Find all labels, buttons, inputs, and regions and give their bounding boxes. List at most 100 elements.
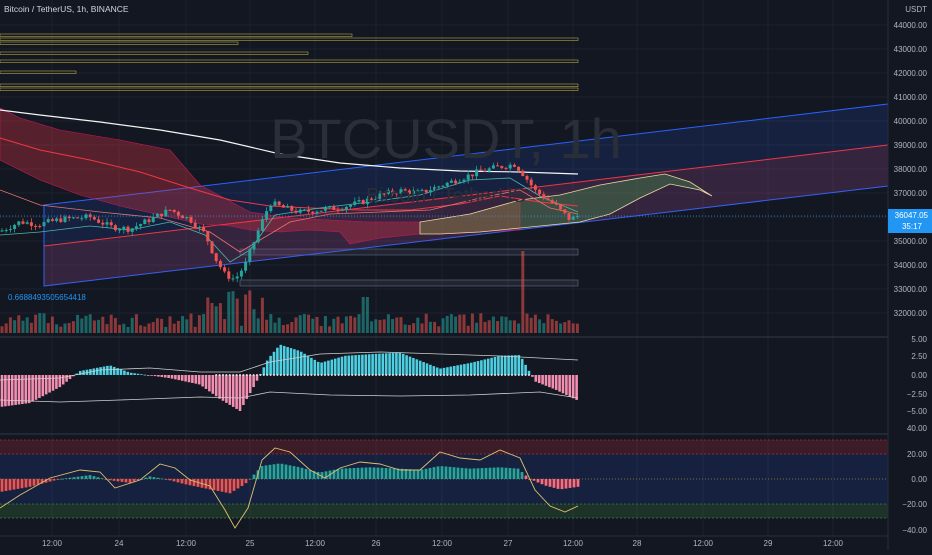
candle[interactable] [361,200,365,205]
candle[interactable] [298,209,302,213]
candle[interactable] [42,222,46,227]
candle[interactable] [563,209,567,214]
candle[interactable] [525,175,529,180]
candle[interactable] [315,211,319,214]
candle[interactable] [307,209,311,212]
candle[interactable] [458,181,462,184]
candle[interactable] [424,189,428,193]
candle[interactable] [496,165,500,167]
candle[interactable] [475,169,479,177]
candle[interactable] [302,209,306,211]
candle[interactable] [164,209,168,217]
candle[interactable] [319,210,323,212]
candle[interactable] [353,201,357,205]
candle[interactable] [428,190,432,193]
candle[interactable] [374,199,378,201]
level-box[interactable] [0,70,77,74]
candle[interactable] [101,222,105,225]
candle[interactable] [441,185,445,187]
candle[interactable] [202,226,206,232]
candle[interactable] [454,180,458,184]
candle[interactable] [538,189,542,195]
candle[interactable] [269,205,273,212]
candle[interactable] [437,186,441,188]
candle[interactable] [143,219,147,225]
candle[interactable] [571,216,575,220]
candle[interactable] [59,218,63,222]
candle[interactable] [550,200,554,204]
candle[interactable] [529,179,533,186]
candle[interactable] [223,267,227,272]
candle[interactable] [395,193,399,195]
candle[interactable] [340,209,344,211]
candle[interactable] [559,204,563,210]
candle[interactable] [84,214,88,219]
candle[interactable] [323,207,327,211]
candle[interactable] [4,230,8,232]
candle[interactable] [185,217,189,219]
candle[interactable] [34,225,38,227]
candle[interactable] [533,185,537,190]
candle[interactable] [92,217,96,220]
macd-axis[interactable]: 5.00 2.50 0.00 −2.50 −5.00 [907,335,928,416]
level-box[interactable] [0,87,579,91]
candle[interactable] [21,221,25,224]
candle[interactable] [277,201,281,206]
candlesticks[interactable] [0,162,579,283]
candle[interactable] [239,270,243,277]
candle[interactable] [139,224,143,227]
candle[interactable] [126,226,130,232]
candle[interactable] [399,189,403,194]
candle[interactable] [109,222,113,226]
candle[interactable] [260,219,264,231]
candle[interactable] [273,201,277,206]
candle[interactable] [391,190,395,194]
candle[interactable] [235,276,239,279]
candle[interactable] [76,217,80,219]
candle[interactable] [265,211,269,220]
candle[interactable] [349,204,353,207]
candle[interactable] [105,222,109,225]
candle[interactable] [206,231,210,242]
level-box[interactable] [0,41,239,45]
oscillator-axis[interactable]: 40.00 20.00 0.00 −20.00 −40.00 [902,424,927,535]
candle[interactable] [290,206,294,211]
candle[interactable] [281,205,285,208]
candle[interactable] [286,206,290,208]
horizontal-levels[interactable] [0,33,579,287]
candle[interactable] [517,166,521,171]
macd-histogram[interactable] [0,344,578,411]
candle[interactable] [554,203,558,205]
candle[interactable] [38,226,42,228]
candle[interactable] [8,229,12,231]
candle[interactable] [512,164,516,167]
time-axis[interactable]: 12:00 24 12:00 25 12:00 26 12:00 27 12:00 28 12:00… [42,539,844,548]
candle[interactable] [487,168,491,172]
oscillator-histogram[interactable] [0,463,580,494]
candle[interactable] [67,216,71,219]
candle[interactable] [567,213,571,220]
candle[interactable] [466,174,470,180]
candle[interactable] [294,210,298,213]
candle[interactable] [50,219,54,221]
candle[interactable] [71,217,75,219]
candle[interactable] [311,211,315,214]
candle[interactable] [189,217,193,223]
candle[interactable] [491,165,495,169]
price-axis[interactable]: 44000.00 43000.00 42000.00 41000.00 40000.00… [894,21,928,318]
candle[interactable] [218,261,222,268]
candle[interactable] [445,182,449,186]
candle[interactable] [386,190,390,194]
candle[interactable] [542,194,546,199]
candle[interactable] [504,167,508,169]
candle[interactable] [462,179,466,182]
candle[interactable] [508,164,512,169]
candle[interactable] [0,230,4,232]
candle[interactable] [416,190,420,192]
candle[interactable] [151,216,155,223]
candle[interactable] [449,180,453,183]
candle[interactable] [130,228,134,232]
candle[interactable] [420,189,424,191]
candle[interactable] [13,224,17,230]
candle[interactable] [147,219,151,223]
